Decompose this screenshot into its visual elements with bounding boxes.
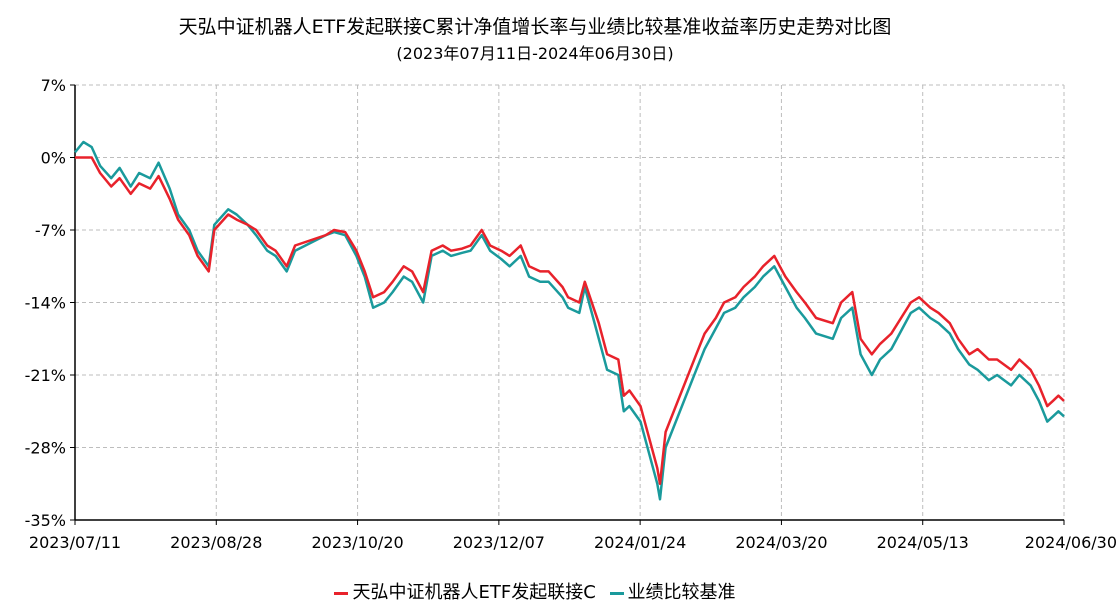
y-tick-label: -7% (35, 221, 66, 240)
legend-label-fund: 天弘中证机器人ETF发起联接C (352, 582, 596, 603)
legend-swatch-fund (334, 591, 349, 595)
x-tick-label: 2024/05/13 (877, 533, 969, 552)
series-line-fund (75, 156, 1065, 486)
legend-item-benchmark: 业绩比较基准 (609, 578, 736, 604)
x-tick-label: 2024/03/20 (735, 533, 827, 552)
x-tick-label: 2023/12/07 (453, 533, 545, 552)
chart-title: 天弘中证机器人ETF发起联接C累计净值增长率与业绩比较基准收益率历史走势对比图 (178, 16, 892, 38)
x-tick-label: 2024/06/30 (1025, 533, 1117, 552)
x-tick-label: 2023/10/20 (311, 533, 403, 552)
y-tick-label: -35% (25, 511, 66, 530)
y-tick-label: 7% (41, 76, 66, 95)
legend-item-fund: 天弘中证机器人ETF发起联接C (334, 578, 596, 604)
y-tick-label: 0% (41, 149, 66, 168)
chart-subtitle: (2023年07月11日-2024年06月30日) (396, 44, 674, 63)
legend-swatch-benchmark (609, 591, 624, 595)
y-tick-label: -21% (25, 366, 66, 385)
x-tick-label: 2024/01/24 (594, 533, 686, 552)
x-tick-label: 2023/08/28 (170, 533, 262, 552)
legend: 天弘中证机器人ETF发起联接C 业绩比较基准 (0, 578, 1070, 604)
y-tick-label: -28% (25, 439, 66, 458)
x-tick-label: 2023/07/11 (29, 533, 121, 552)
y-tick-label: -14% (25, 294, 66, 313)
legend-label-benchmark: 业绩比较基准 (627, 582, 736, 603)
series-line-benchmark (74, 140, 1065, 501)
